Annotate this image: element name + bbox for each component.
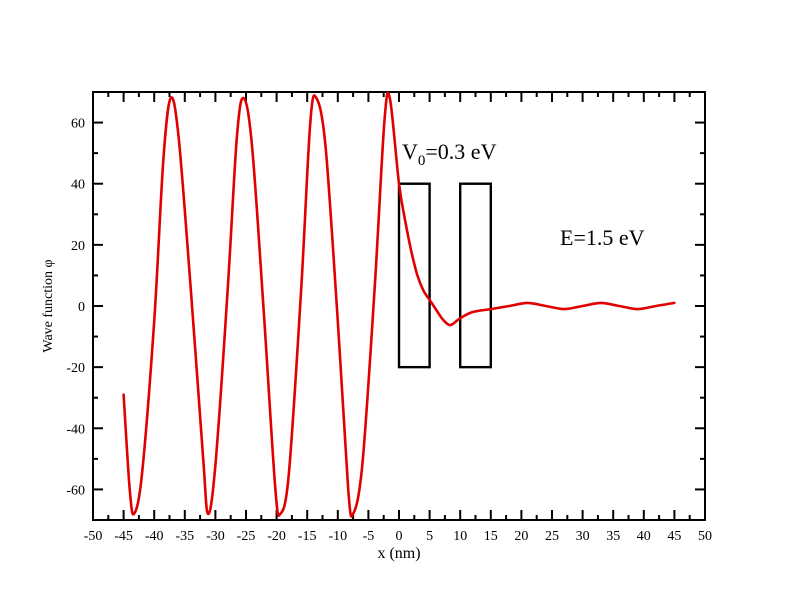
x-tick-label: 10 [453,529,467,544]
x-tick-label: 30 [576,529,590,544]
x-tick-label: 35 [606,529,620,544]
x-tick-label: -40 [145,529,164,544]
wave-function-curve [122,91,676,518]
potential-subscript: 0 [418,153,426,169]
x-tick-label: -35 [175,529,194,544]
potential-symbol: V [402,139,418,164]
x-tick-label: 25 [545,529,559,544]
x-axis-label: x (nm) [377,545,420,562]
x-tick-label: -10 [328,529,347,544]
y-tick-label: 20 [71,239,85,254]
x-tick-label: 45 [667,529,681,544]
y-tick-label: -40 [66,422,85,437]
x-tick-label: -25 [237,529,256,544]
potential-barriers [397,182,493,369]
x-tick-label: 15 [484,529,498,544]
y-tick-label: 40 [71,178,85,193]
barrier-rect [397,182,431,369]
y-tick-label: 0 [78,300,85,315]
y-tick-label: 60 [71,117,85,132]
barrier-rect [459,182,493,369]
x-tick-label: 0 [396,529,403,544]
x-tick-label: -15 [298,529,317,544]
potential-value: =0.3 eV [425,139,496,164]
axis-ticks: -50 -45 -40 -35 -30 -25 -20 -15 -10 -5 0 5 10 15 20 25 3… [66,91,712,544]
x-tick-label: -5 [363,529,375,544]
y-tick-label: -20 [66,361,85,376]
x-tick-label: -45 [114,529,133,544]
y-axis-label: Wave function φ [41,259,56,352]
x-tick-label: 50 [698,529,712,544]
energy-annotation: E=1.5 eV [560,225,645,250]
x-tick-label: -50 [84,529,103,544]
x-tick-label: 20 [514,529,528,544]
x-tick-label: -20 [267,529,286,544]
x-tick-label: -30 [206,529,225,544]
y-tick-label: -60 [66,483,85,498]
potential-annotation: V0=0.3 eV [402,139,497,169]
x-tick-label: 40 [637,529,651,544]
x-tick-label: 5 [426,529,433,544]
